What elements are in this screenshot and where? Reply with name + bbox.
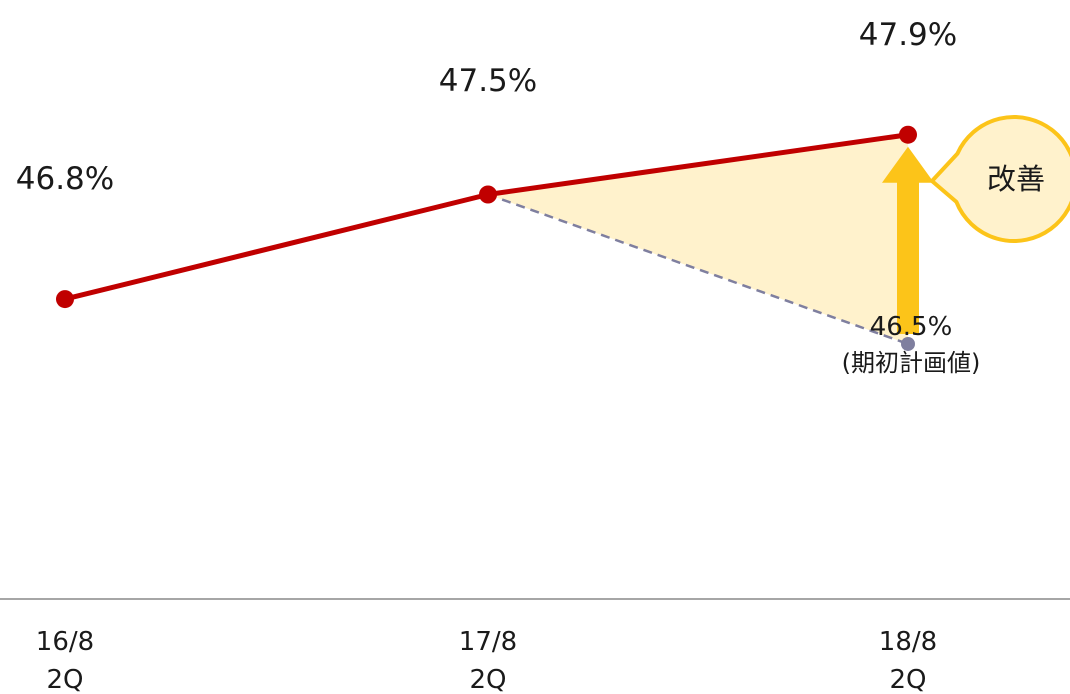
actual-value-label-0: 46.8% bbox=[16, 161, 114, 197]
actual-point-0 bbox=[56, 290, 74, 309]
improvement-callout bbox=[930, 115, 1070, 243]
improvement-callout-text: 改善 bbox=[987, 162, 1045, 196]
actual-value-label-2: 47.9% bbox=[859, 17, 957, 53]
x-tick-quarter-1: 2Q bbox=[469, 665, 506, 694]
plan-note-label: (期初計画値) bbox=[842, 349, 981, 377]
x-tick-period-0: 16/8 bbox=[36, 627, 94, 657]
x-tick-period-1: 17/8 bbox=[459, 627, 517, 657]
actual-point-1 bbox=[479, 185, 497, 204]
plan-point-18-8 bbox=[901, 336, 915, 351]
x-tick-quarter-0: 2Q bbox=[46, 665, 83, 694]
actual-value-label-1: 47.5% bbox=[439, 63, 537, 99]
x-tick-period-2: 18/8 bbox=[879, 627, 937, 657]
improvement-arrow bbox=[882, 146, 934, 334]
plan-value-label: 46.5% bbox=[870, 312, 953, 342]
x-tick-quarter-2: 2Q bbox=[889, 665, 926, 694]
improvement-area bbox=[488, 134, 908, 344]
actual-point-2 bbox=[899, 125, 917, 144]
